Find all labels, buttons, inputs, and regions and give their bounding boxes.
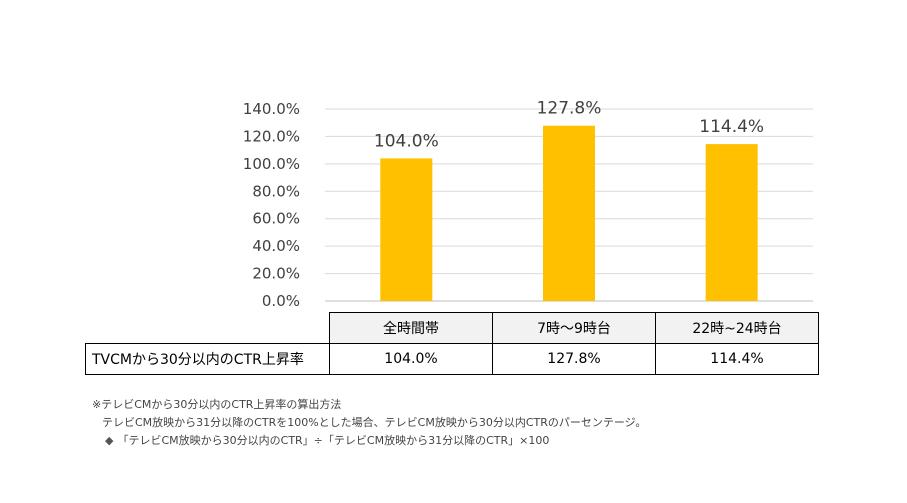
data-label: 104.0% — [374, 131, 439, 151]
table-row-label: TVCMから30分以内のCTR上昇率 — [85, 343, 330, 375]
y-tick-label: 100.0% — [243, 155, 300, 173]
y-tick-label: 40.0% — [252, 237, 300, 255]
y-tick-label: 60.0% — [252, 210, 300, 228]
y-tick-label: 0.0% — [262, 292, 300, 310]
y-tick-label: 140.0% — [243, 100, 300, 118]
footnote-description: テレビCM放映から31分以降のCTRを100%とした場合、テレビCM放映から30… — [102, 416, 647, 429]
footnote-title: ※テレビCMから30分以内のCTR上昇率の算出方法 — [92, 398, 342, 411]
diamond-bullet-icon: ◆ — [105, 434, 114, 447]
footnote-formula: ◆ 「テレビCM放映から30分以内のCTR」÷「テレビCM放映から31分以降のCT… — [92, 432, 646, 450]
bar — [380, 158, 433, 301]
table-category-cell: 22時~24時台 — [655, 312, 819, 344]
table-category-cell: 全時間帯 — [329, 312, 493, 344]
bar — [543, 125, 595, 301]
table-header-row: 全時間帯 7時～9時台 22時~24時台 — [85, 312, 819, 344]
bar-chart: 0.0% 20.0% 40.0% 60.0% 80.0% 100.0% 120.0% 140.… — [243, 99, 813, 310]
table-row: TVCMから30分以内のCTR上昇率 104.0% 127.8% 114.4% — [85, 343, 819, 375]
table-corner-cell — [85, 312, 330, 344]
data-label: 114.4% — [699, 117, 764, 137]
footnote-formula-text: 「テレビCM放映から30分以内のCTR」÷「テレビCM放映から31分以降のCTR… — [117, 434, 550, 447]
bar — [705, 144, 758, 301]
y-tick-label: 120.0% — [243, 127, 300, 145]
data-table: 全時間帯 7時～9時台 22時~24時台 TVCMから30分以内のCTR上昇率 … — [85, 312, 819, 375]
table-category-cell: 7時～9時台 — [492, 312, 656, 344]
y-tick-label: 80.0% — [252, 182, 300, 200]
data-label: 127.8% — [537, 99, 602, 119]
footnotes: ※テレビCMから30分以内のCTR上昇率の算出方法 テレビCM放映から31分以降… — [92, 396, 646, 450]
table-value-cell: 127.8% — [492, 343, 656, 375]
y-tick-label: 20.0% — [252, 265, 300, 283]
table-value-cell: 104.0% — [329, 343, 493, 375]
table-value-cell: 114.4% — [655, 343, 819, 375]
